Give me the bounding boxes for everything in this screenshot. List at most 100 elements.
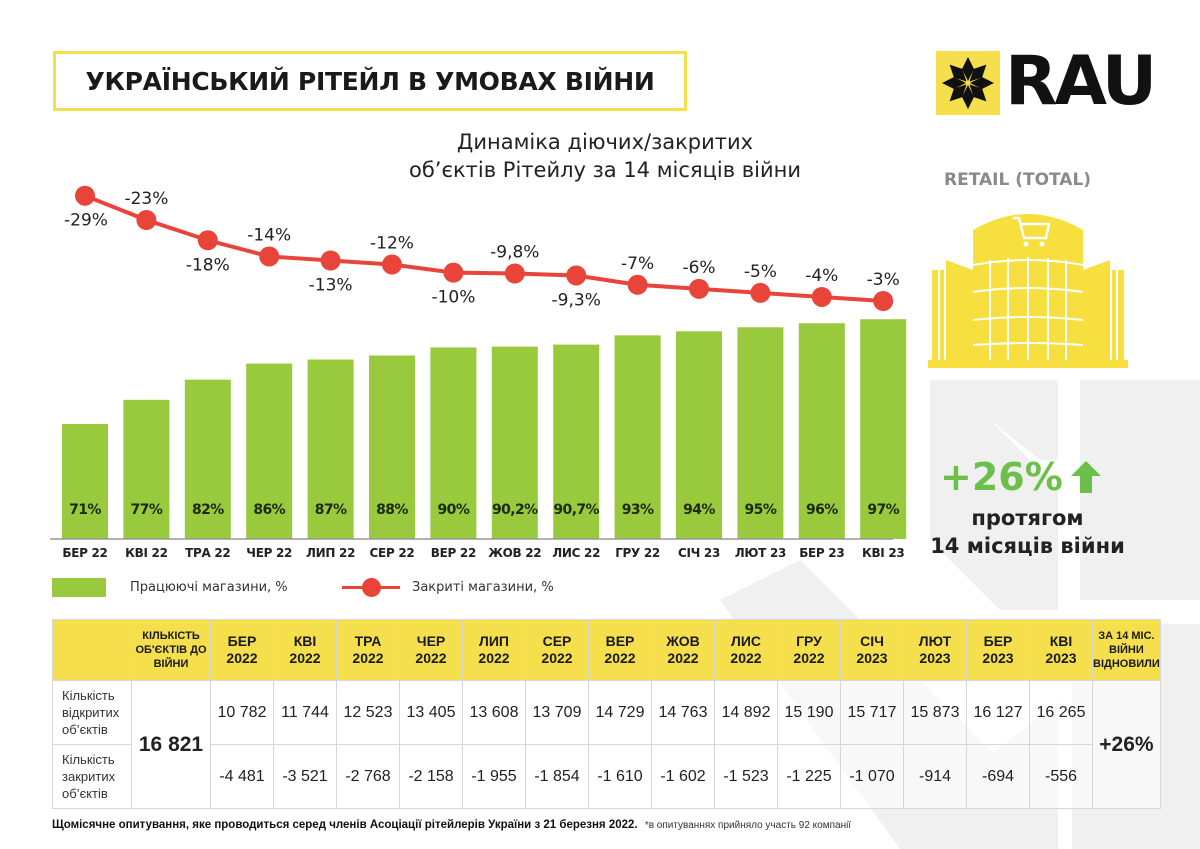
footer-main: Щомісячне опитування, яке проводиться се… [52,819,638,831]
line-data-label: -14% [247,225,291,245]
footer-note: Щомісячне опитування, яке проводиться се… [52,819,851,831]
header-month: КВІ 2022 [273,619,337,681]
closed-count-cell: -1 523 [714,744,778,809]
row-label-closed: Кількість закритих об’єктів [52,744,132,809]
legend-bar-label: Працюючі магазини, % [130,580,288,595]
bar-working-stores [614,335,661,539]
x-tick-label: ЧЕР 22 [246,546,292,560]
bar-data-label: 96% [806,502,838,518]
header-month-year: 2022 [541,650,573,666]
header-month: ЛИС 2022 [714,619,778,681]
growth-caption-line2: 14 місяців війни [930,534,1125,558]
bar-data-label: 93% [622,502,654,518]
closed-stores-point [443,262,464,283]
closed-count-cell: -914 [903,744,967,809]
header-month-name: ГРУ [796,633,822,649]
recovered-percent: +26% [1092,680,1161,809]
growth-value: +26% [940,455,1063,499]
header-month: СІЧ 2023 [840,619,904,681]
header-month-year: 2022 [604,650,636,666]
open-count-cell: 14 763 [651,680,715,745]
pre-war-count: 16 821 [131,680,211,809]
header-month-year: 2022 [226,650,258,666]
legend-line-swatch [342,578,400,597]
closed-stores-point [197,230,218,251]
header-month-year: 2022 [793,650,825,666]
header-month-name: БЕР [983,633,1013,649]
x-tick-label: СІЧ 23 [678,546,720,560]
x-tick-labels: БЕР 22 КВІ 22 ТРА 22 ЧЕР 22 ЛИП 22 СЕР 22 ВЕР … [62,546,904,560]
chart-title-line1: Динаміка діючих/закритих [456,130,754,154]
row-label-open: Кількість відкритих об’єктів [52,680,132,745]
closed-stores-point [504,263,525,284]
closed-stores-point [566,265,587,286]
header-month-year: 2022 [415,650,447,666]
closed-stores-line [84,193,884,303]
chart-title-line2: об’єктів Рітейлу за 14 місяців війни [408,158,801,182]
closed-stores-point [136,210,157,230]
closed-stores-point [320,250,341,271]
header-month: ЛИП 2022 [462,619,526,681]
open-count-cell: 10 782 [210,680,274,745]
header-month-name: БЕР [227,633,257,649]
bar-working-stores [798,323,845,539]
header-month-year: 2022 [289,650,321,666]
header-month-name: ТРА [354,633,382,649]
open-count-cell: 13 608 [462,680,526,745]
bars-layer: 71% 77% 82% 86% 87% 88% 90% 90,2% 90,7% 93% 94% 95%… [62,319,907,539]
header-month-name: ЛИС [731,633,761,649]
closed-count-cell: -1 854 [525,744,589,809]
star-ornament-icon [936,51,1000,115]
x-tick-label: СЕР 22 [370,546,415,560]
header-month: ТРА 2022 [336,619,400,681]
header-month-name: СІЧ [860,633,884,649]
closed-count-cell: -1 955 [462,744,526,809]
bar-data-label: 77% [131,502,163,518]
header-month: КВІ 2023 [1029,619,1093,681]
table-row-closed: Кількість закритих об’єктів -4 481 -3 521… [52,744,1161,809]
bar-working-stores [737,327,784,539]
open-count-cell: 13 405 [399,680,463,745]
closed-count-cell: -694 [966,744,1030,809]
bar-working-stores [860,319,907,539]
open-count-cell: 12 523 [336,680,400,745]
line-data-label: -13% [309,276,353,296]
closed-count-cell: -2 768 [336,744,400,809]
header-month: ЖОВ 2022 [651,619,715,681]
closed-count-cell: -1 225 [777,744,841,809]
legend-item-working-stores: Працюючі магазини, % [52,578,288,597]
bar-working-stores [369,355,415,539]
header-month-name: ЛЮТ [918,633,952,649]
x-tick-label: КВІ 22 [125,546,168,560]
header-month-year: 2022 [478,650,510,666]
line-data-label: -23% [124,189,168,209]
closed-stores-point [382,254,402,275]
growth-caption-line1: протягом [971,506,1084,530]
legend-item-closed-stores: Закриті магазини, % [342,578,554,597]
line-layer: -29% -23% -18% -14% -13% -12% -10% -9,8% -9,3% -7… [64,185,900,311]
header-month-year: 2023 [856,650,888,666]
line-data-label: -9,8% [490,242,539,262]
bar-data-label: 97% [867,502,899,518]
x-tick-label: БЕР 22 [62,546,107,560]
x-tick-label: ЛИС 22 [552,546,600,560]
closed-stores-point [873,291,894,311]
x-tick-label: ЛИП 22 [306,546,355,560]
growth-caption: протягом 14 місяців війни [920,504,1135,560]
closed-stores-point [811,286,832,307]
bar-data-label: 94% [683,502,715,518]
closed-count-cell: -1 610 [588,744,652,809]
bar-data-label: 86% [253,502,285,518]
line-data-label: -7% [621,254,654,274]
header-month-year: 2023 [982,650,1014,666]
header-month: ГРУ 2022 [777,619,841,681]
header-month: ЧЕР 2022 [399,619,463,681]
x-tick-label: ВЕР 22 [431,546,476,560]
header-month: СЕР 2022 [525,619,589,681]
header-month-name: ЧЕР [416,633,446,649]
closed-count-cell: -1 602 [651,744,715,809]
bar-data-label: 95% [745,502,777,518]
bar-data-label: 90,7% [553,502,599,518]
closed-count-cell: -3 521 [273,744,337,809]
growth-highlight: +26% [940,455,1101,499]
